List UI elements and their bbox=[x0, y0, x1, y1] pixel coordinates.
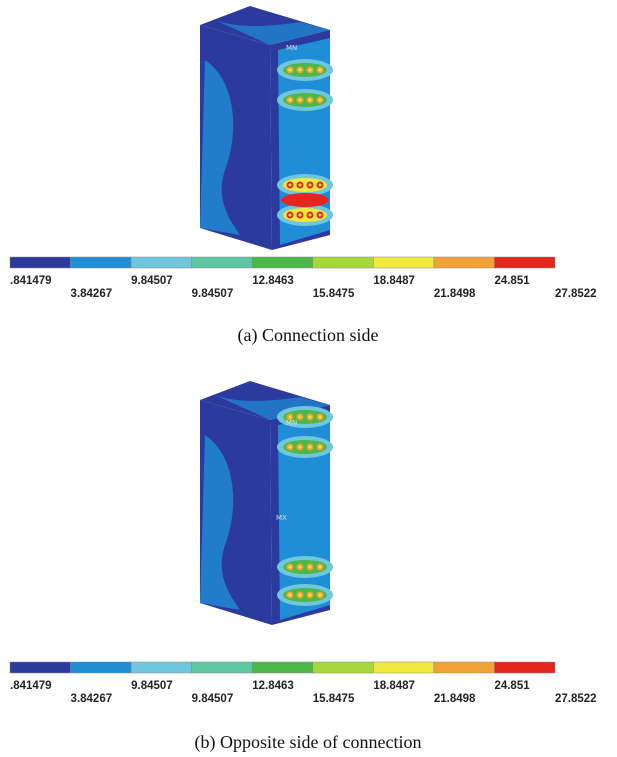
legend-swatch bbox=[373, 257, 434, 268]
legend-swatch bbox=[192, 662, 253, 673]
legend-swatch bbox=[71, 662, 132, 673]
bolt-hole bbox=[289, 99, 292, 102]
legend-swatch bbox=[434, 257, 495, 268]
legend-label: 9.84507 bbox=[192, 693, 234, 705]
bolt-hole bbox=[309, 594, 312, 597]
legend-swatch bbox=[313, 662, 374, 673]
bolt-hole bbox=[289, 594, 292, 597]
legend-swatch bbox=[494, 257, 555, 268]
legend-label: 12.8463 bbox=[252, 275, 294, 287]
marker-label: MN bbox=[286, 419, 297, 427]
legend-swatch bbox=[494, 662, 555, 673]
bolt-hole bbox=[299, 214, 302, 217]
bolt-hole bbox=[319, 184, 322, 187]
bolt-hole bbox=[299, 99, 302, 102]
bolt-hole bbox=[309, 69, 312, 72]
legend-label: 9.84507 bbox=[131, 275, 173, 287]
bolt-hole bbox=[319, 214, 322, 217]
legend-label: 24.851 bbox=[494, 680, 530, 692]
legend-swatch bbox=[71, 257, 132, 268]
bolt-hole bbox=[309, 566, 312, 569]
bolt-hole bbox=[309, 184, 312, 187]
legend-label: 24.851 bbox=[494, 275, 530, 287]
caption: (a) Connection side bbox=[238, 325, 379, 346]
legend-swatch bbox=[252, 662, 313, 673]
legend-label: 27.8522 bbox=[555, 288, 597, 300]
legend-swatch bbox=[373, 662, 434, 673]
legend-label: 21.8498 bbox=[434, 288, 476, 300]
bolt-hole bbox=[299, 566, 302, 569]
bolt-hole bbox=[289, 214, 292, 217]
legend-label: 3.84267 bbox=[71, 288, 113, 300]
bolt-hole bbox=[319, 69, 322, 72]
bolt-hole bbox=[319, 99, 322, 102]
bolt-hole bbox=[289, 69, 292, 72]
legend-swatch bbox=[131, 662, 192, 673]
bolt-hole bbox=[289, 566, 292, 569]
marker-label: MX bbox=[276, 514, 287, 522]
bolt-hole bbox=[299, 446, 302, 449]
legend-label: .841479 bbox=[10, 680, 52, 692]
legend-label: 18.8487 bbox=[373, 680, 415, 692]
bolt-hole bbox=[309, 446, 312, 449]
legend-swatch bbox=[10, 257, 71, 268]
legend-label: .841479 bbox=[10, 275, 52, 287]
legend-swatch bbox=[131, 257, 192, 268]
legend-swatch bbox=[252, 257, 313, 268]
page: {"figure": {"panels": [ {"markers": ["MN… bbox=[0, 0, 617, 757]
legend-label: 15.8475 bbox=[313, 288, 355, 300]
panel: MN .841479 3.84267 9.84507 9.84507 12.8463 15.… bbox=[10, 6, 597, 346]
legend-label: 9.84507 bbox=[131, 680, 173, 692]
figure: MN .841479 3.84267 9.84507 9.84507 12.8463 15.… bbox=[0, 0, 617, 757]
bolt-hole bbox=[289, 184, 292, 187]
bolt-hole bbox=[319, 416, 322, 419]
legend-label: 21.8498 bbox=[434, 693, 476, 705]
bolt-hole bbox=[299, 416, 302, 419]
legend-label: 15.8475 bbox=[313, 693, 355, 705]
legend-label: 12.8463 bbox=[252, 680, 294, 692]
bolt-hole bbox=[289, 446, 292, 449]
peak-zone bbox=[281, 193, 329, 207]
bolt-hole bbox=[319, 446, 322, 449]
bolt-hole bbox=[299, 184, 302, 187]
bolt-hole bbox=[309, 214, 312, 217]
legend-swatch bbox=[192, 257, 253, 268]
legend-swatch bbox=[434, 662, 495, 673]
bolt-hole bbox=[309, 99, 312, 102]
bolt-hole bbox=[299, 594, 302, 597]
bolt-hole bbox=[319, 566, 322, 569]
legend-label: 3.84267 bbox=[71, 693, 113, 705]
legend-swatch bbox=[10, 662, 71, 673]
legend-label: 9.84507 bbox=[192, 288, 234, 300]
bolt-hole bbox=[309, 416, 312, 419]
caption: (b) Opposite side of connection bbox=[195, 732, 422, 753]
bolt-hole bbox=[299, 69, 302, 72]
bolt-hole bbox=[319, 594, 322, 597]
legend-label: 27.8522 bbox=[555, 693, 597, 705]
legend-label: 18.8487 bbox=[373, 275, 415, 287]
marker-label: MN bbox=[286, 44, 297, 52]
panel: MN MX .841479 3.84267 9.84507 9.84507 12.8463 1… bbox=[10, 381, 597, 753]
legend-swatch bbox=[313, 257, 374, 268]
